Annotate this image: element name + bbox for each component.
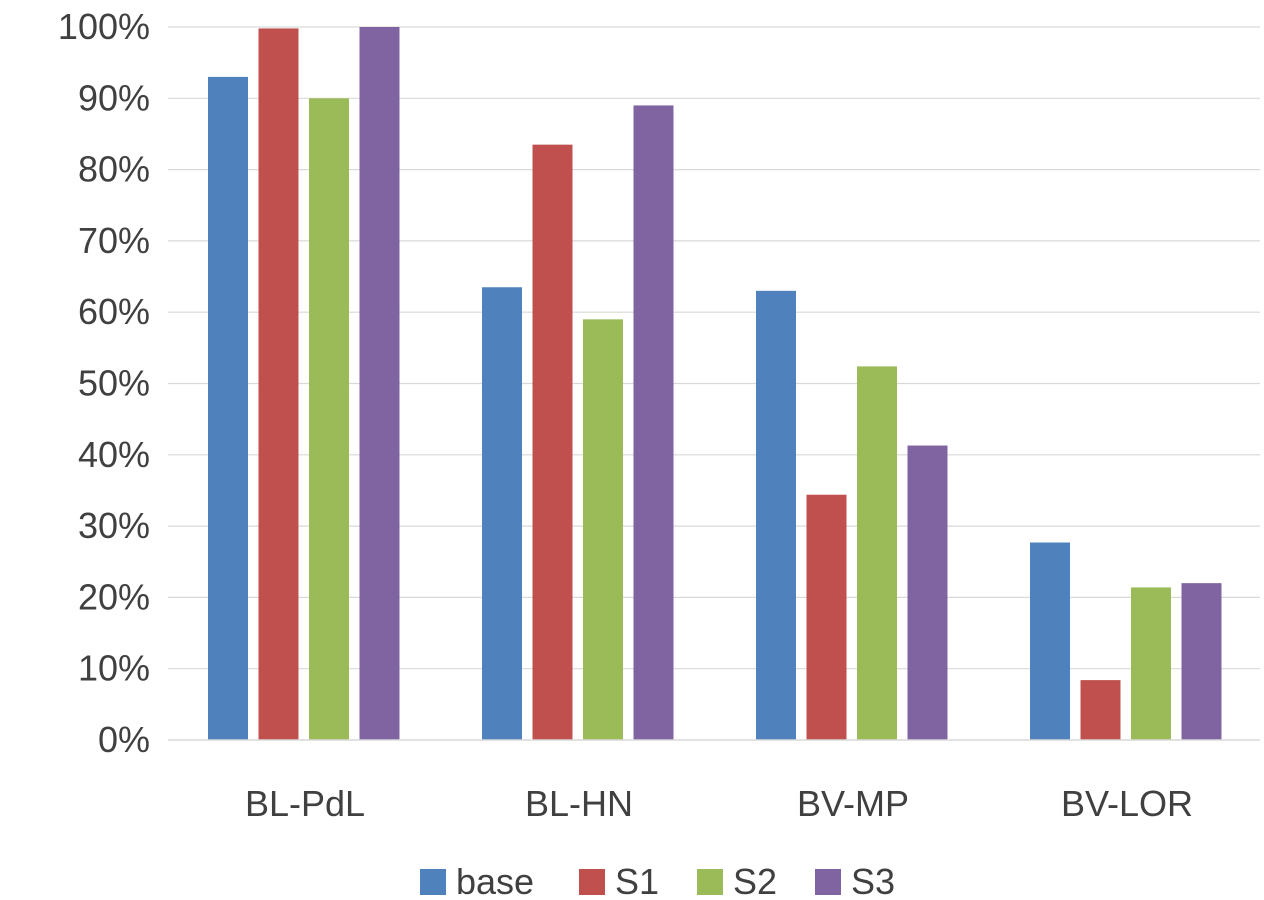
y-tick-label: 20% <box>78 576 150 617</box>
bar-s3-bv-mp <box>907 445 948 740</box>
bar-s1-bv-lor <box>1080 680 1121 740</box>
legend: base S1 S2 S3 <box>420 861 895 900</box>
y-tick-label: 80% <box>78 149 150 190</box>
y-tick-label: 10% <box>78 648 150 689</box>
legend-item-s1: S1 <box>579 861 659 900</box>
x-category-label: BV-LOR <box>1061 783 1193 824</box>
y-tick-label: 100% <box>58 6 150 47</box>
legend-item-s3: S3 <box>815 861 895 900</box>
y-axis-ticks: 0% 10% 20% 30% 40% 50% 60% 70% 80% 90% 100% <box>58 6 150 760</box>
bar-s1-bl-pdl <box>258 28 299 740</box>
bar-s1-bv-mp <box>806 494 847 740</box>
bar-base-bl-pdl <box>208 76 248 740</box>
legend-label: S1 <box>615 861 659 900</box>
gridlines <box>168 26 1260 670</box>
legend-item-base: base <box>420 861 534 900</box>
bar-s3-bl-hn <box>633 105 674 741</box>
bar-s1-bl-hn <box>532 144 573 740</box>
x-category-label: BV-MP <box>797 783 909 824</box>
bar-s2-bl-hn <box>583 319 623 740</box>
legend-label: S3 <box>851 861 895 900</box>
legend-swatch <box>697 869 723 895</box>
bar-s2-bl-pdl <box>309 98 349 741</box>
legend-swatch <box>815 869 841 895</box>
bar-s3-bv-lor <box>1181 583 1222 740</box>
bar-base-bv-lor <box>1030 542 1070 740</box>
x-category-label: BL-PdL <box>245 783 365 824</box>
bar-s2-bv-lor <box>1131 587 1171 740</box>
bar-s3-bl-pdl <box>359 27 400 740</box>
y-tick-label: 0% <box>98 719 150 760</box>
y-tick-label: 40% <box>78 434 150 475</box>
legend-label: base <box>456 861 534 900</box>
legend-item-s2: S2 <box>697 861 777 900</box>
y-tick-label: 30% <box>78 505 150 546</box>
y-tick-label: 60% <box>78 291 150 332</box>
y-tick-label: 50% <box>78 363 150 404</box>
y-tick-label: 90% <box>78 77 150 118</box>
legend-swatch <box>420 869 446 895</box>
x-category-label: BL-HN <box>525 783 633 824</box>
y-tick-label: 70% <box>78 220 150 261</box>
bars <box>208 27 1222 741</box>
bar-base-bl-hn <box>482 287 522 740</box>
x-axis-categories: BL-PdL BL-HN BV-MP BV-LOR <box>245 783 1193 824</box>
legend-label: S2 <box>733 861 777 900</box>
bar-base-bv-mp <box>756 290 796 740</box>
legend-swatch <box>579 869 605 895</box>
bar-s2-bv-mp <box>857 366 897 740</box>
